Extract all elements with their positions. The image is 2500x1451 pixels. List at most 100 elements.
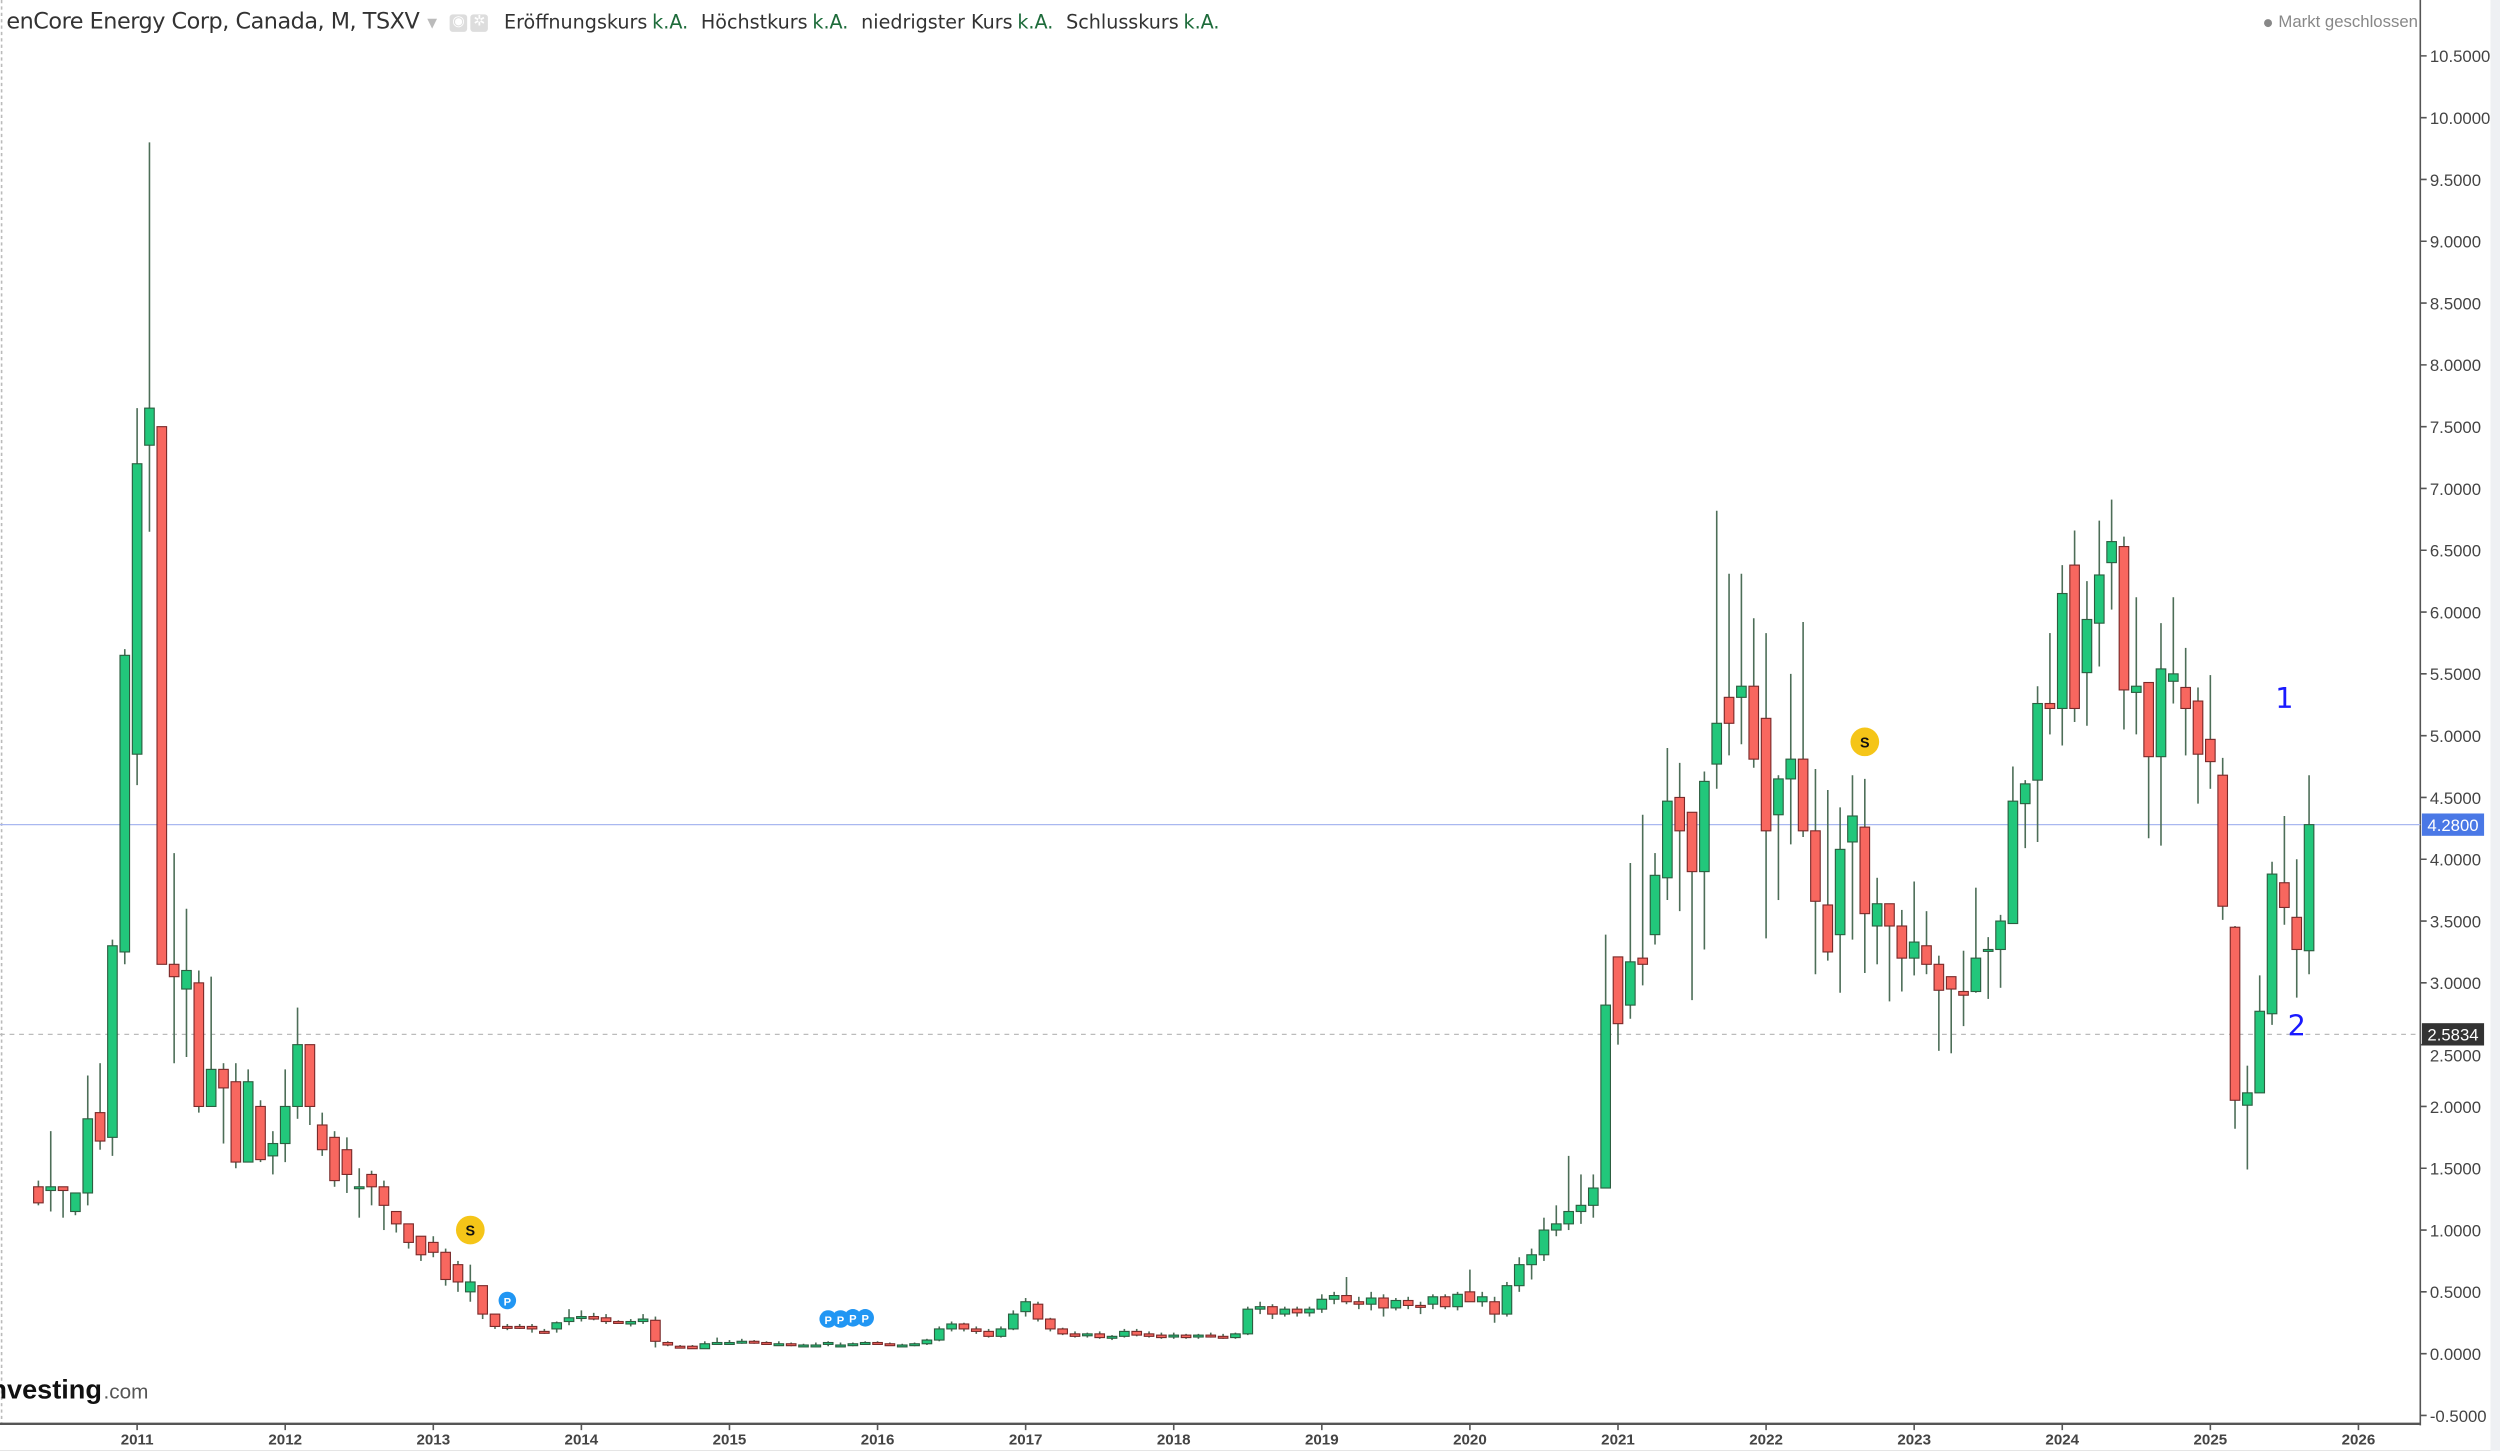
candle-down[interactable] [2279, 882, 2290, 909]
candle-up[interactable] [995, 1328, 1007, 1337]
candle-up[interactable] [736, 1340, 748, 1344]
candle-down[interactable] [489, 1313, 501, 1328]
candle-down[interactable] [452, 1264, 464, 1283]
candle-down[interactable] [2180, 686, 2192, 710]
candle-up[interactable] [946, 1323, 957, 1330]
candle-down[interactable] [341, 1149, 353, 1175]
candle-down[interactable] [1205, 1334, 1217, 1338]
candle-down[interactable] [1760, 717, 1772, 832]
candle-up[interactable] [2093, 574, 2105, 624]
candle-down[interactable] [1069, 1333, 1081, 1337]
candle-up[interactable] [1736, 685, 1747, 698]
candle-down[interactable] [884, 1343, 896, 1347]
candle-down[interactable] [1921, 945, 1932, 965]
candle-down[interactable] [1612, 956, 1624, 1025]
candle-down[interactable] [526, 1325, 538, 1330]
candle-down[interactable] [1044, 1318, 1056, 1330]
candle-down[interactable] [1958, 990, 1969, 996]
candle-down[interactable] [983, 1330, 994, 1337]
candle-up[interactable] [107, 945, 118, 1138]
candle-up[interactable] [1168, 1334, 1180, 1338]
candle-down[interactable] [156, 426, 168, 965]
candle-down[interactable] [1859, 826, 1871, 915]
candle-up[interactable] [1575, 1204, 1587, 1213]
candle-up[interactable] [699, 1343, 711, 1350]
candle-up[interactable] [45, 1186, 57, 1192]
candle-down[interactable] [1143, 1333, 1155, 1337]
candle-up[interactable] [181, 969, 192, 990]
candle-up[interactable] [1427, 1296, 1439, 1305]
candle-up[interactable] [1538, 1229, 1550, 1256]
event-marker-icon[interactable] [819, 1310, 837, 1328]
candle-down[interactable] [761, 1341, 772, 1345]
candle-down[interactable] [1723, 696, 1735, 724]
split-marker-icon[interactable] [1850, 727, 1880, 757]
candle-down[interactable] [600, 1317, 612, 1323]
candle-down[interactable] [1884, 903, 1895, 927]
candle-down[interactable] [1945, 976, 1957, 990]
candle-down[interactable] [501, 1325, 513, 1329]
candle-up[interactable] [1649, 874, 1661, 936]
x-axis-area[interactable] [0, 1425, 2491, 1451]
candle-down[interactable] [2291, 916, 2303, 951]
candle-up[interactable] [1020, 1301, 1031, 1313]
candle-down[interactable] [33, 1186, 44, 1204]
candle-up[interactable] [131, 463, 143, 755]
candle-up[interactable] [119, 654, 131, 953]
candle-up[interactable] [1662, 800, 1673, 879]
candle-down[interactable] [255, 1105, 266, 1161]
candle-up[interactable] [1773, 778, 1784, 816]
candle-up[interactable] [1254, 1306, 1266, 1310]
candle-down[interactable] [1439, 1296, 1451, 1308]
candle-down[interactable] [1131, 1330, 1143, 1336]
candle-down[interactable] [2192, 700, 2204, 755]
candle-up[interactable] [353, 1186, 365, 1190]
candle-up[interactable] [1316, 1298, 1328, 1310]
candle-up[interactable] [847, 1343, 859, 1347]
candle-up[interactable] [822, 1341, 834, 1345]
candle-down[interactable] [1748, 685, 1760, 760]
candle-up[interactable] [464, 1281, 476, 1293]
gear-icon[interactable]: ✲ [470, 13, 489, 32]
candle-up[interactable] [2266, 873, 2278, 1015]
candle-up[interactable] [1304, 1308, 1315, 1314]
candle-up[interactable] [2007, 800, 2019, 925]
candle-up[interactable] [1193, 1334, 1204, 1338]
candle-down[interactable] [687, 1345, 698, 1350]
candle-down[interactable] [2205, 738, 2216, 763]
candle-down[interactable] [1341, 1294, 1352, 1303]
candle-up[interactable] [2081, 618, 2093, 674]
candle-up[interactable] [1007, 1313, 1019, 1330]
candle-down[interactable] [1267, 1306, 1278, 1315]
candle-up[interactable] [1785, 758, 1797, 780]
candle-down[interactable] [539, 1330, 550, 1334]
candle-up[interactable] [810, 1344, 822, 1348]
candle-up[interactable] [1328, 1294, 1340, 1300]
candle-down[interactable] [378, 1186, 390, 1206]
candle-down[interactable] [1180, 1334, 1192, 1339]
investing-logo[interactable]: nvesting .com [0, 1374, 148, 1406]
candle-up[interactable] [724, 1341, 735, 1345]
candle-down[interactable] [1217, 1335, 1229, 1339]
candle-up[interactable] [2254, 1010, 2266, 1094]
candle-down[interactable] [674, 1345, 686, 1349]
candle-up[interactable] [773, 1343, 785, 1347]
candle-up[interactable] [798, 1344, 809, 1348]
candle-down[interactable] [785, 1343, 797, 1347]
candle-up[interactable] [933, 1328, 945, 1341]
candle-down[interactable] [230, 1081, 242, 1163]
candle-down[interactable] [94, 1112, 106, 1142]
candle-up[interactable] [2155, 668, 2167, 758]
candle-up[interactable] [144, 407, 155, 446]
candle-down[interactable] [1489, 1301, 1500, 1315]
candle-up[interactable] [909, 1343, 920, 1347]
candle-up[interactable] [1526, 1254, 1537, 1266]
candle-up[interactable] [1995, 920, 2006, 951]
candle-up[interactable] [1711, 722, 1723, 765]
candle-up[interactable] [1390, 1299, 1402, 1309]
candle-down[interactable] [1415, 1304, 1426, 1308]
candle-up[interactable] [82, 1118, 94, 1194]
candle-down[interactable] [57, 1186, 69, 1192]
candle-down[interactable] [218, 1068, 229, 1089]
candle-down[interactable] [2143, 681, 2154, 758]
